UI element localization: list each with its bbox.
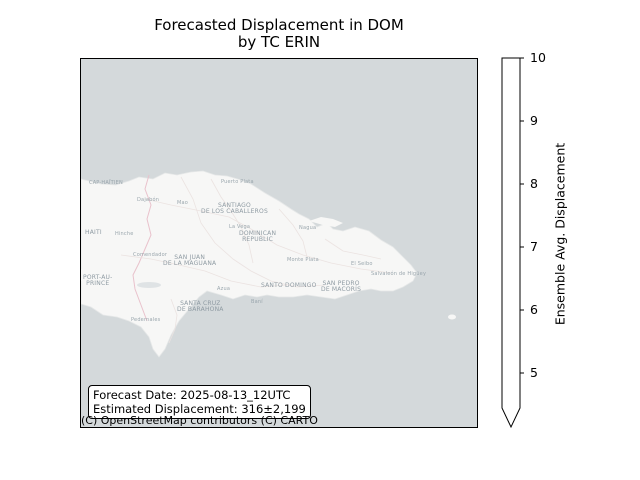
place-label-nagua: Nagua: [299, 225, 317, 231]
place-label-santa-cruz-2: DE BARAHONA: [177, 306, 224, 313]
place-label-santiago: SANTIAGO DE LOS CABALLEROS: [201, 203, 268, 215]
colorbar-tick-marks: [520, 57, 524, 374]
colorbar-tick-8: 8: [530, 176, 538, 191]
colorbar-tick-10: 10: [530, 50, 546, 65]
road-network: [120, 176, 392, 344]
place-label-comendador: Comendador: [133, 252, 168, 258]
place-label-pedernales: Pedernales: [131, 317, 161, 323]
place-label-prince: PRINCE: [86, 280, 110, 287]
colorbar-tick-9: 9: [530, 113, 538, 128]
place-label-dajabon: Dajabón: [137, 197, 160, 203]
colorbar: [501, 57, 521, 429]
place-label-monte-plata: Monte Plata: [287, 257, 319, 263]
forecast-date-text: Forecast Date: 2025-08-13_12UTC: [93, 388, 291, 402]
colorbar-tick-6: 6: [530, 302, 538, 317]
colorbar-tick-5: 5: [530, 365, 538, 380]
colorbar-body: [501, 57, 521, 429]
place-label-salvaleon: Salvaleón de Higüey: [371, 271, 427, 277]
title-line-2: by TC ERIN: [237, 33, 321, 51]
basemap: [81, 59, 477, 427]
place-label-port-au: PORT-AU-: [83, 274, 113, 281]
lake-enriquillo: [137, 282, 161, 288]
place-label-el-seibo: El Seibo: [351, 261, 373, 267]
place-label-dominican: DOMINICAN: [239, 230, 277, 237]
landmass: [81, 170, 418, 358]
place-label-santa-cruz: SANTA CRUZ DE BARAHONA: [177, 301, 224, 313]
title-line-1: Forecasted Displacement in DOM: [154, 16, 404, 34]
place-label-puerto-plata: Puerto Plata: [221, 179, 254, 185]
place-label-mao: Mao: [177, 200, 189, 206]
place-label-san-juan-1: SAN JUAN: [174, 254, 206, 261]
estimated-displacement-text: Estimated Displacement: 316±2,199: [93, 402, 306, 416]
map-title: Forecasted Displacement in DOM by TC ERI…: [80, 17, 478, 51]
colorbar-tick-7: 7: [530, 239, 538, 254]
place-label-azua: Azua: [217, 286, 231, 292]
colorbar-label: Ensemble Avg. Displacement: [552, 142, 568, 326]
haiti-edge: [81, 269, 103, 285]
place-label-haiti: HAITI: [85, 229, 102, 236]
place-label-santo-domingo: SANTO DOMINGO: [261, 282, 317, 289]
place-label-san-pedro-2: DE MACORÍS: [321, 286, 362, 293]
place-label-bani: Baní: [251, 299, 263, 305]
place-label-santa-cruz-1: SANTA CRUZ: [180, 300, 221, 307]
samana-peninsula: [309, 217, 343, 227]
place-label-santiago-1: SANTIAGO: [218, 202, 251, 209]
saona-island: [448, 314, 456, 320]
place-label-san-juan: SAN JUAN DE LA MAGUANA: [163, 255, 216, 267]
place-label-republic: REPUBLIC: [242, 236, 274, 243]
place-label-dominican-republic: DOMINICAN REPUBLIC: [239, 231, 276, 243]
map-attribution: (C) OpenStreetMap contributors (C) CARTO: [81, 414, 318, 427]
place-label-port-au-prince: PORT-AU- PRINCE: [83, 275, 112, 287]
place-label-la-vega: La Vega: [229, 224, 251, 230]
place-label-santiago-2: DE LOS CABALLEROS: [201, 208, 268, 215]
place-label-cap-haitien: CAP-HAÏTIEN: [89, 180, 123, 186]
map-panel[interactable]: CAP-HAÏTIEN Dajabón Mao Puerto Plata SAN…: [80, 58, 478, 428]
place-label-hinche: Hinche: [115, 231, 134, 237]
place-label-san-pedro: SAN PEDRO DE MACORÍS: [321, 281, 361, 293]
place-label-san-juan-2: DE LA MAGUANA: [163, 260, 217, 267]
place-label-san-pedro-1: SAN PEDRO: [322, 280, 360, 287]
forecast-info-box: Forecast Date: 2025-08-13_12UTC Estimate…: [88, 385, 311, 419]
